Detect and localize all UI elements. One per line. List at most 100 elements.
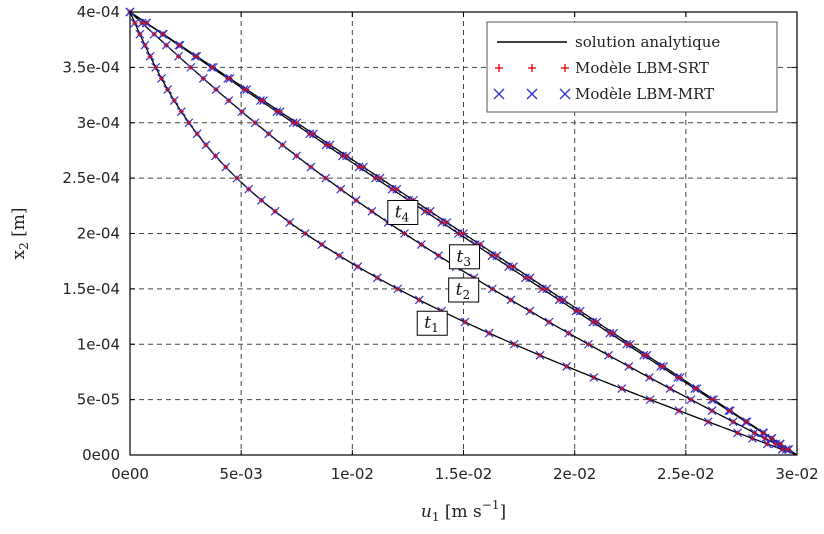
data-point-t3: [321, 140, 331, 150]
data-point-t3: [554, 295, 564, 305]
data-point-t2: [624, 361, 634, 371]
data-point-t3: [305, 129, 315, 139]
y-tick-label: 2e-04: [77, 225, 120, 243]
data-point-t1: [130, 18, 140, 28]
data-point-t4: [242, 85, 252, 94]
data-point-t4: [258, 96, 268, 106]
data-point-t1: [703, 417, 713, 427]
data-point-t2: [564, 328, 574, 338]
data-point-t4: [675, 373, 685, 382]
data-point-t1: [747, 433, 757, 443]
svg-text:t3: t3: [457, 247, 471, 269]
y-tick-label: 3e-04: [77, 114, 120, 132]
data-point-t4: [492, 251, 502, 261]
data-point-t2: [336, 184, 346, 194]
data-point-t1: [192, 129, 202, 139]
data-point-t2: [186, 62, 196, 72]
data-point-t2: [198, 74, 208, 83]
svg-text:t1: t1: [424, 313, 438, 335]
data-point-t1: [211, 151, 220, 161]
data-point-t1: [285, 218, 295, 227]
y-tick-label: 4e-04: [77, 3, 120, 21]
data-point-t4: [442, 218, 452, 227]
data-point-t4: [625, 339, 635, 349]
data-point-t1: [201, 140, 211, 150]
data-point-t1: [157, 74, 166, 83]
data-point-t2: [416, 240, 426, 249]
x-tick-label: 1.5e-02: [435, 465, 493, 483]
data-point-t1: [169, 96, 179, 106]
data-point-t3: [571, 306, 581, 316]
data-point-t2: [237, 107, 247, 117]
data-point-t4: [784, 445, 794, 454]
data-point-t2: [644, 373, 654, 382]
x-tick-label: 2e-02: [553, 465, 596, 483]
data-point-t1: [393, 284, 403, 294]
data-point-t2: [665, 384, 675, 393]
data-point-t2: [728, 417, 738, 427]
data-point-t1: [184, 118, 194, 128]
data-point-t3: [673, 373, 683, 382]
data-markers: [125, 7, 794, 454]
data-point-t1: [535, 350, 545, 360]
data-point-t1: [733, 428, 743, 438]
data-point-t2: [250, 118, 260, 128]
data-point-t2: [506, 295, 516, 305]
data-point-t1: [484, 328, 494, 338]
data-point-t1: [617, 384, 627, 393]
data-point-t4: [342, 151, 352, 161]
data-point-t2: [584, 339, 593, 349]
data-point-t4: [158, 29, 168, 39]
data-point-t1: [145, 51, 155, 61]
data-point-t2: [604, 350, 613, 360]
data-point-t4: [225, 74, 235, 83]
data-point-t1: [674, 406, 684, 416]
data-point-t4: [425, 206, 435, 216]
data-point-t2: [749, 428, 759, 438]
data-point-t4: [208, 62, 218, 72]
data-point-t2: [351, 195, 361, 205]
data-point-t2: [174, 51, 183, 61]
data-point-t4: [309, 129, 318, 139]
legend-srt-label: Modèle LBM-SRT: [575, 59, 709, 77]
data-point-t2: [544, 317, 554, 327]
data-point-t4: [692, 384, 702, 393]
data-point-t3: [288, 118, 298, 128]
data-point-t1: [460, 317, 470, 327]
data-point-t4: [192, 51, 202, 61]
data-point-t2: [760, 433, 770, 443]
data-point-t4: [609, 328, 618, 338]
legend: solution analytique Modèle LBM-SRT Modèl…: [486, 21, 778, 113]
data-point-t3: [338, 151, 347, 161]
data-point-t2: [149, 29, 159, 39]
data-point-t1: [257, 195, 266, 205]
curve-label-t2: t2: [448, 277, 480, 303]
data-point-t1: [163, 85, 173, 94]
data-point-t4: [375, 173, 385, 183]
svg-text:t4: t4: [395, 202, 410, 224]
data-point-t1: [589, 373, 599, 382]
data-point-t4: [709, 395, 719, 405]
data-point-t1: [509, 339, 519, 349]
y-tick-label: 1.5e-04: [62, 280, 120, 298]
data-point-t4: [642, 350, 652, 360]
data-point-t4: [592, 317, 602, 327]
data-point-t4: [175, 40, 185, 50]
data-point-t4: [759, 428, 769, 438]
data-point-t2: [367, 206, 377, 216]
data-point-t4: [659, 361, 669, 371]
y-axis-label: x2 [m]: [9, 207, 31, 259]
curve-label-t4: t4: [387, 199, 419, 225]
data-point-t2: [525, 306, 535, 316]
data-point-t1: [151, 62, 161, 72]
data-point-t2: [264, 129, 274, 139]
x-tick-label: 1e-02: [331, 465, 374, 483]
data-point-t4: [325, 140, 335, 150]
data-point-t2: [278, 140, 287, 150]
x-tick-label: 3e-02: [775, 465, 818, 483]
data-point-t4: [559, 295, 568, 305]
data-point-t4: [292, 118, 302, 128]
data-point-t4: [542, 284, 552, 294]
data-point-t4: [509, 262, 518, 272]
